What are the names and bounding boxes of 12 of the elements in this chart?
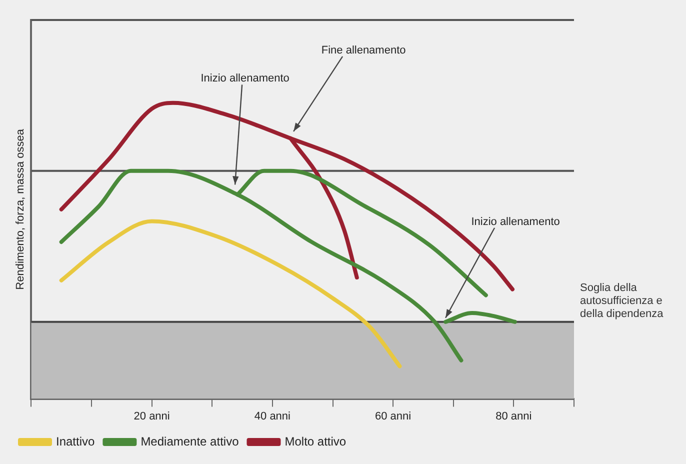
legend-label: Molto attivo <box>284 434 346 448</box>
ref-line-label: Soglia della autosufficienza e della dipendenza <box>580 282 664 320</box>
legend-label: Inattivo <box>56 434 96 448</box>
x-tick-label: 80 anni <box>496 410 532 422</box>
x-tick-label: 40 anni <box>254 410 290 422</box>
annotation: Fine allenamento <box>321 44 406 56</box>
y-axis-title: Rendimento, forza, massa ossea <box>14 128 27 290</box>
x-tick-label: 60 anni <box>375 410 412 422</box>
x-tick-label: 20 anni <box>134 410 170 422</box>
annotation: Inizio allenamento <box>200 72 290 85</box>
annotation: Inizio allenamento <box>471 216 560 228</box>
legend-label: Mediamente attivo <box>140 434 240 448</box>
